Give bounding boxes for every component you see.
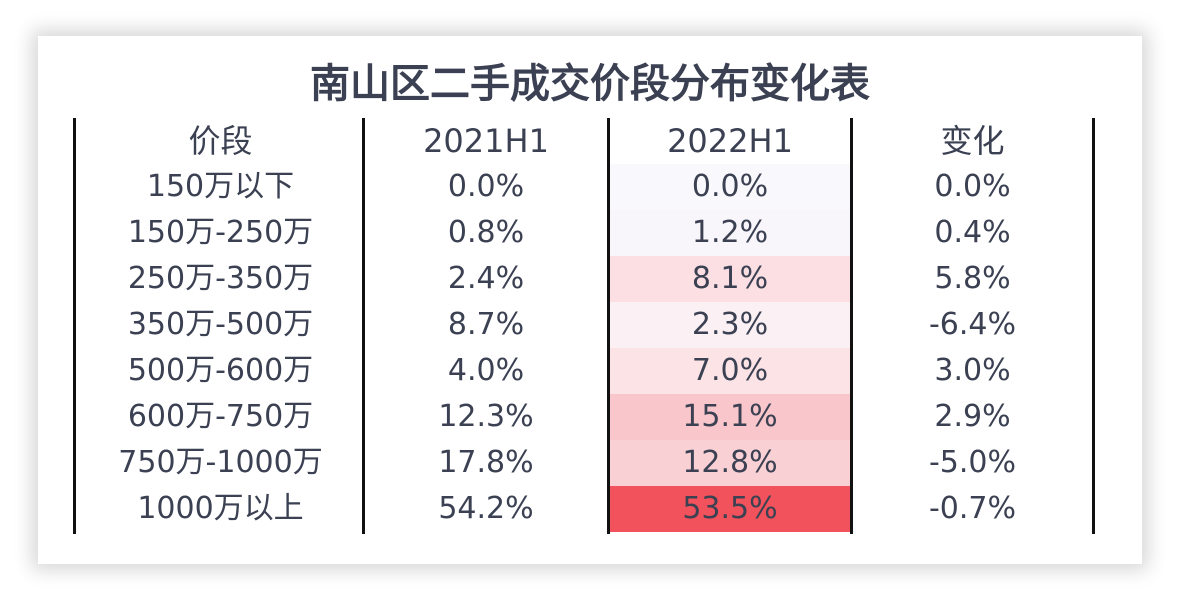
header-row: 价段 2021H1 2022H1 变化 bbox=[73, 118, 1095, 164]
cell-change: -5.0% bbox=[928, 445, 1017, 480]
cell-2021h1: 54.2% bbox=[438, 491, 534, 526]
table-row: 250万-350万 2.4% 8.1% 5.8% bbox=[73, 256, 1095, 302]
cell-range: 150万以下 bbox=[146, 169, 295, 204]
cell-change: -6.4% bbox=[928, 307, 1017, 342]
cell-2021h1: 2.4% bbox=[447, 261, 525, 296]
header-change: 变化 bbox=[940, 122, 1005, 160]
cell-2022h1: 12.8% bbox=[610, 440, 850, 486]
table-row: 600万-750万 12.3% 15.1% 2.9% bbox=[73, 394, 1095, 440]
table-card: 南山区二手成交价段分布变化表 价段 2021H1 2022H1 变化 150万以… bbox=[38, 36, 1142, 564]
cell-change: 2.9% bbox=[934, 399, 1011, 434]
cell-2021h1: 0.8% bbox=[447, 215, 525, 250]
table-title: 南山区二手成交价段分布变化表 bbox=[310, 61, 870, 107]
table-row: 150万以下 0.0% 0.0% 0.0% bbox=[73, 164, 1095, 210]
cell-2022h1: 53.5% bbox=[610, 486, 850, 532]
table-row: 1000万以上 54.2% 53.5% -0.7% bbox=[73, 486, 1095, 532]
cell-range: 600万-750万 bbox=[127, 399, 314, 434]
column-divider bbox=[1092, 118, 1095, 534]
header-2022h1: 2022H1 bbox=[667, 122, 793, 160]
cell-2021h1: 17.8% bbox=[438, 445, 534, 480]
cell-2022h1: 15.1% bbox=[610, 394, 850, 440]
header-range: 价段 bbox=[188, 122, 253, 160]
column-divider bbox=[73, 118, 76, 534]
cell-2021h1: 4.0% bbox=[447, 353, 525, 388]
cell-change: 3.0% bbox=[934, 353, 1011, 388]
cell-2022h1: 0.0% bbox=[610, 164, 850, 210]
cell-2022h1: 7.0% bbox=[610, 348, 850, 394]
cell-range: 750万-1000万 bbox=[118, 445, 323, 480]
table-row: 350万-500万 8.7% 2.3% -6.4% bbox=[73, 302, 1095, 348]
cell-2022h1: 2.3% bbox=[610, 302, 850, 348]
cell-range: 350万-500万 bbox=[127, 307, 314, 342]
column-divider bbox=[362, 118, 365, 534]
table-row: 500万-600万 4.0% 7.0% 3.0% bbox=[73, 348, 1095, 394]
cell-2021h1: 12.3% bbox=[438, 399, 534, 434]
cell-range: 500万-600万 bbox=[127, 353, 314, 388]
cell-2022h1: 8.1% bbox=[610, 256, 850, 302]
table-row: 150万-250万 0.8% 1.2% 0.4% bbox=[73, 210, 1095, 256]
header-2021h1: 2021H1 bbox=[423, 122, 549, 160]
cell-range: 1000万以上 bbox=[137, 491, 304, 526]
cell-change: -0.7% bbox=[928, 491, 1017, 526]
cell-change: 0.0% bbox=[934, 169, 1011, 204]
column-divider bbox=[607, 118, 610, 534]
cell-range: 150万-250万 bbox=[127, 215, 314, 250]
cell-2021h1: 0.0% bbox=[447, 169, 525, 204]
price-distribution-table: 价段 2021H1 2022H1 变化 150万以下 0.0% 0.0% 0.0… bbox=[73, 118, 1095, 534]
cell-2021h1: 8.7% bbox=[447, 307, 525, 342]
column-divider bbox=[850, 118, 853, 534]
table-row: 750万-1000万 17.8% 12.8% -5.0% bbox=[73, 440, 1095, 486]
cell-range: 250万-350万 bbox=[127, 261, 314, 296]
cell-change: 5.8% bbox=[934, 261, 1011, 296]
cell-2022h1: 1.2% bbox=[610, 210, 850, 256]
cell-change: 0.4% bbox=[934, 215, 1011, 250]
